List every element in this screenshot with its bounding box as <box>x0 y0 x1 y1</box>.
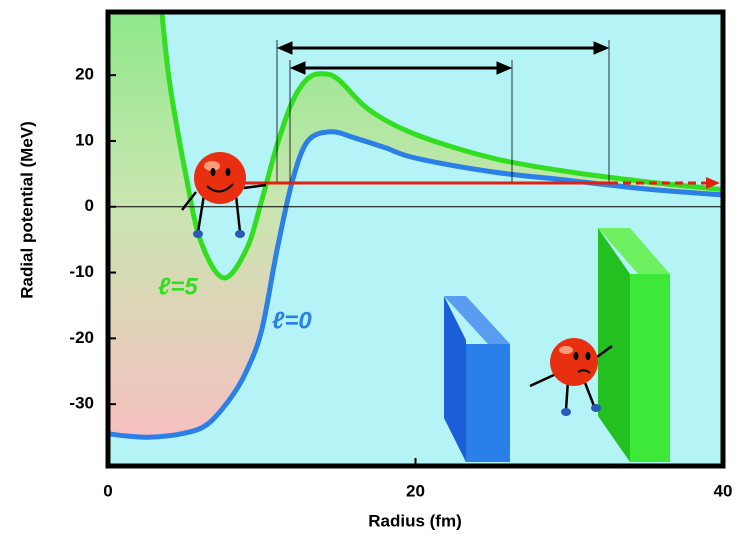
x-tick-label: 20 <box>406 481 425 500</box>
y-tick-label: -30 <box>69 394 94 413</box>
y-tick-label: 0 <box>85 196 94 215</box>
y-tick-label: -20 <box>69 328 94 347</box>
x-axis-label: Radius (fm) <box>368 511 462 530</box>
annotation: ℓ=5 <box>158 273 198 300</box>
y-tick-label: -10 <box>69 262 94 281</box>
x-tick-label: 40 <box>714 481 733 500</box>
y-tick-label: 20 <box>75 65 94 84</box>
chart: ℓ=5 ℓ=0 Radius (fm) Radial potential (Me… <box>0 0 746 538</box>
y-tick-label: 10 <box>75 130 94 149</box>
y-axis-label: Radial potential (MeV) <box>17 121 36 299</box>
annotation: ℓ=0 <box>272 307 312 334</box>
x-tick-label: 0 <box>103 481 112 500</box>
